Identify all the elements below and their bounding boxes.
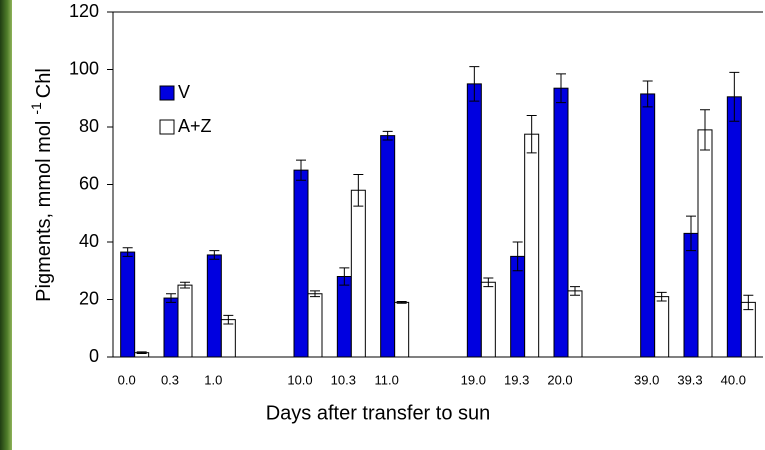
bar xyxy=(351,190,365,357)
legend-swatch xyxy=(160,86,174,100)
bar xyxy=(741,302,755,357)
bar xyxy=(395,302,409,357)
bar xyxy=(178,285,192,357)
bar xyxy=(554,88,568,357)
bar xyxy=(525,134,539,357)
bar xyxy=(511,256,525,357)
bar xyxy=(467,84,481,357)
bar xyxy=(381,136,395,357)
x-tick-label: 39.0 xyxy=(634,372,659,387)
bar xyxy=(207,255,221,357)
bar xyxy=(684,233,698,357)
x-tick-label: 19.3 xyxy=(504,372,529,387)
x-tick-label: 0.3 xyxy=(161,372,179,387)
y-tick-label: 80 xyxy=(79,116,99,136)
y-tick-label: 20 xyxy=(79,288,99,308)
y-tick-label: 0 xyxy=(89,346,99,366)
x-tick-label: 39.3 xyxy=(677,372,702,387)
x-tick-label: 40.0 xyxy=(721,372,746,387)
y-tick-label: 40 xyxy=(79,231,99,251)
bar xyxy=(294,170,308,357)
bar xyxy=(655,297,669,357)
y-axis-title-sup: -1 xyxy=(28,102,44,115)
bar xyxy=(727,97,741,357)
y-axis-title-main: Pigments, mmol mol xyxy=(33,121,55,302)
bar xyxy=(221,320,235,357)
x-axis-title: Days after transfer to sun xyxy=(266,402,491,424)
x-tick-label: 10.0 xyxy=(287,372,312,387)
x-tick-label: 20.0 xyxy=(547,372,572,387)
legend-swatch xyxy=(160,120,174,134)
bar xyxy=(308,294,322,357)
legend-label: V xyxy=(178,82,190,102)
bar xyxy=(698,130,712,357)
y-axis-title-end: Chl xyxy=(33,68,55,98)
legend-label: A+Z xyxy=(178,116,212,136)
x-tick-label: 11.0 xyxy=(374,372,398,387)
bar xyxy=(568,291,582,357)
y-tick-label: 100 xyxy=(69,58,99,78)
y-tick-label: 60 xyxy=(79,173,99,193)
bar xyxy=(121,252,135,357)
background-strip xyxy=(0,0,12,450)
x-tick-label: 19.0 xyxy=(461,372,486,387)
x-tick-label: 1.0 xyxy=(204,372,222,387)
bar xyxy=(641,94,655,357)
chart: Days after transfer to sun Pigments, mmo… xyxy=(0,0,765,450)
y-axis-title: Pigments, mmol mol -1 Chl xyxy=(28,68,56,302)
y-tick-label: 120 xyxy=(69,1,99,21)
x-tick-label: 0.0 xyxy=(118,372,136,387)
bar xyxy=(337,277,351,358)
bar xyxy=(481,282,495,357)
x-tick-label: 10.3 xyxy=(331,372,356,387)
bar xyxy=(164,298,178,357)
